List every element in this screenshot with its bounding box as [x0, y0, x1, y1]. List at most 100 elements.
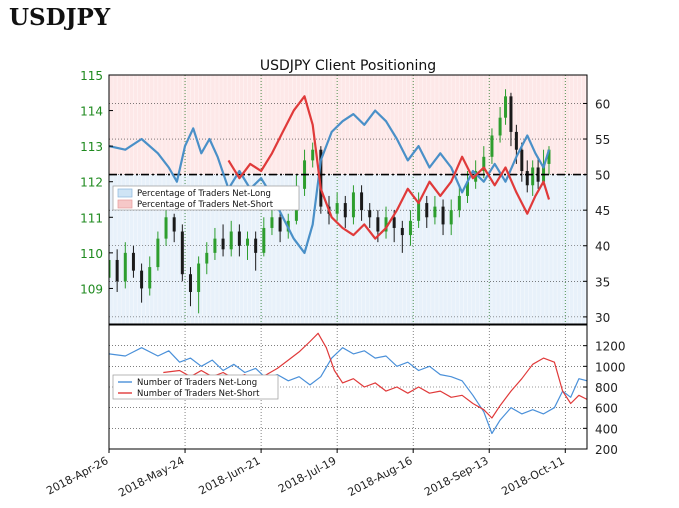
candle-body	[270, 217, 274, 228]
candle-body	[498, 117, 502, 136]
candle-body	[131, 252, 135, 271]
candle-body	[547, 149, 551, 164]
right-tick-label: 50	[595, 169, 610, 183]
candle-body	[123, 252, 127, 282]
left-tick-label: 114	[80, 105, 103, 119]
positioning-lines	[109, 95, 587, 254]
candle-body	[311, 149, 315, 161]
legend-label: Number of Traders Net-Long	[137, 378, 257, 388]
right-tick-label: 400	[595, 422, 618, 436]
net-short-zone	[109, 75, 587, 175]
right-tick-label: 60	[595, 97, 610, 111]
candle-body	[262, 227, 266, 253]
candle-body	[514, 131, 518, 150]
candle-body	[188, 274, 192, 292]
right-tick-label: 55	[595, 133, 610, 147]
right-tick-label: 600	[595, 402, 618, 416]
candle-body	[376, 217, 380, 232]
chart-title: USDJPY Client Positioning	[260, 58, 436, 74]
candle-body	[384, 217, 388, 232]
right-tick-label: 1000	[595, 360, 626, 374]
candle-body	[254, 238, 258, 253]
legend-swatch	[117, 188, 133, 198]
net-long-percentage-line	[109, 109, 551, 254]
candle-body	[482, 156, 486, 172]
left-tick-label: 110	[80, 247, 103, 261]
candle-body	[319, 149, 323, 207]
candle-body	[229, 231, 233, 250]
bottom-panel-axes: 200 400 600 800 1000 1200	[108, 324, 626, 457]
date-tick-label: 2018-Oct-11	[499, 454, 566, 498]
candle-body	[237, 231, 241, 246]
candle-body	[408, 220, 412, 236]
right-tick-label: 200	[595, 443, 618, 457]
date-tick-label: 2018-Aug-16	[346, 454, 415, 499]
price-candles	[109, 89, 551, 314]
top-panel-axes: 109 110 111 112 113 114 115 30 35 40 45 50 55 60	[80, 69, 610, 325]
candle-body	[109, 259, 111, 278]
candle-body	[343, 203, 347, 218]
top-panel-grid	[109, 75, 587, 324]
candle-body	[148, 267, 152, 289]
candle-body	[504, 96, 508, 118]
candle-body	[392, 217, 396, 228]
candle-body	[536, 167, 540, 182]
candle-body	[172, 217, 176, 232]
legend-box	[112, 374, 279, 400]
net-short-percentage-line	[227, 95, 551, 240]
legend-label: Number of Traders Net-Short	[137, 389, 260, 399]
candle-body	[360, 192, 364, 211]
candle-body	[164, 217, 168, 239]
legend-box	[112, 185, 300, 211]
candle-body	[525, 171, 529, 186]
candle-body	[520, 149, 524, 172]
date-tick-label: 2018-Sep-13	[422, 454, 491, 499]
right-tick-label: 30	[595, 311, 610, 325]
left-tick-label: 112	[80, 176, 103, 190]
candle-body	[278, 217, 282, 232]
date-tick-label: 2018-Apr-26	[44, 454, 110, 497]
legend-label: Percentage of Traders Net-Short	[137, 200, 274, 210]
candle-body	[368, 210, 372, 218]
candle-body	[335, 203, 339, 214]
candle-body	[542, 163, 546, 182]
candle-body	[509, 96, 513, 132]
date-tick-label: 2018-Jul-19	[276, 454, 338, 495]
candle-body	[140, 270, 144, 289]
candle-body	[441, 206, 445, 225]
candle-body	[433, 206, 437, 218]
right-tick-label: 35	[595, 275, 610, 289]
candle-body	[449, 210, 453, 225]
candle-body	[246, 238, 250, 246]
candle-body	[425, 203, 429, 218]
candle-body	[197, 263, 201, 292]
candle-body	[400, 227, 404, 236]
candle-body	[417, 203, 421, 221]
page-title: USDJPY	[9, 4, 111, 31]
date-axis: 2018-Apr-26 2018-May-24 2018-Jun-21 2018-Ju…	[44, 449, 567, 500]
date-tick-label: 2018-Jun-21	[197, 454, 263, 497]
legend-swatch	[117, 199, 133, 209]
candle-body	[457, 195, 461, 211]
candle-body	[466, 181, 469, 196]
candle-body	[221, 238, 225, 250]
top-panel-frame	[108, 74, 588, 325]
candle-body	[156, 238, 160, 268]
left-tick-label: 111	[80, 211, 103, 225]
right-tick-label: 40	[595, 240, 610, 254]
left-tick-label: 113	[80, 140, 103, 154]
candle-body	[115, 259, 119, 282]
top-legend: Percentage of Traders Net-LongPercentage…	[112, 185, 300, 211]
right-tick-label: 1200	[595, 340, 626, 354]
candle-body	[351, 192, 355, 218]
left-tick-label: 115	[80, 69, 103, 83]
right-tick-label: 45	[595, 204, 610, 218]
candle-body	[531, 167, 535, 186]
date-tick-label: 2018-May-24	[116, 454, 186, 500]
right-tick-label: 800	[595, 381, 618, 395]
candle-body	[213, 238, 217, 253]
candle-body	[490, 135, 494, 157]
legend-label: Percentage of Traders Net-Long	[137, 189, 271, 199]
